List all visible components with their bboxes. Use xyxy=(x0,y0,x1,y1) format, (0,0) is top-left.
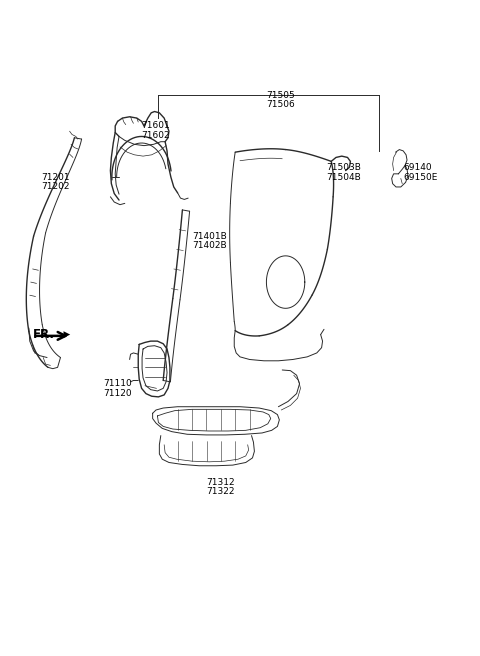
Text: 69140: 69140 xyxy=(403,163,432,172)
Text: 71201: 71201 xyxy=(41,173,70,182)
Text: 71120: 71120 xyxy=(103,389,132,398)
Text: FR.: FR. xyxy=(33,328,55,341)
Text: 71505: 71505 xyxy=(266,91,295,100)
Text: 71322: 71322 xyxy=(206,487,235,497)
Text: 71601: 71601 xyxy=(142,121,170,131)
Text: 71504B: 71504B xyxy=(326,173,361,182)
Text: 71503B: 71503B xyxy=(326,163,361,172)
Text: 71402B: 71402B xyxy=(192,241,227,251)
Text: 71110: 71110 xyxy=(103,379,132,388)
Text: 71202: 71202 xyxy=(41,182,69,192)
Text: 71602: 71602 xyxy=(142,131,170,140)
Text: 69150E: 69150E xyxy=(403,173,438,182)
Text: 71506: 71506 xyxy=(266,100,295,110)
Text: 71401B: 71401B xyxy=(192,232,227,241)
Text: 71312: 71312 xyxy=(206,478,235,487)
